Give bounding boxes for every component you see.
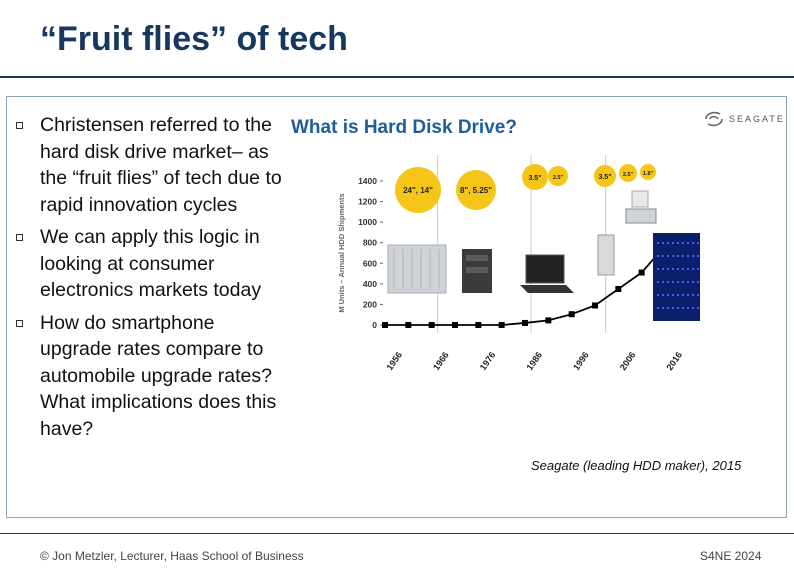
form-factor-bubble — [456, 170, 496, 210]
data-point — [592, 302, 598, 309]
data-point — [475, 322, 482, 328]
y-tick-label: 1200 — [358, 197, 377, 207]
slide-title: “Fruit flies” of tech — [40, 20, 348, 58]
y-tick-label: 1000 — [358, 217, 377, 227]
y-tick-label: 200 — [363, 299, 377, 309]
tower-drive-bay — [466, 267, 488, 273]
mainframe-drive-image — [387, 244, 447, 294]
bullet-marker-icon — [16, 319, 23, 327]
footer-copyright: © Jon Metzler, Lecturer, Haas School of … — [40, 549, 304, 563]
form-factor-label: 3.5" — [528, 175, 541, 182]
data-point — [545, 317, 552, 324]
bullet-marker-icon — [16, 234, 23, 241]
data-point — [498, 322, 505, 328]
bullet-text: We can apply this logic in looking at co… — [40, 226, 262, 301]
form-factor-bubble — [619, 164, 637, 182]
content-box — [6, 96, 787, 518]
x-tick-label: 1976 — [478, 350, 498, 372]
data-point — [522, 319, 528, 326]
hdd-shipments-chart: 0 200 400 600 800 1000 1200 1400 M Units – Annua… — [337, 155, 700, 372]
y-tick-label: 800 — [363, 238, 377, 248]
console-image — [597, 234, 615, 276]
source-note: Seagate (leading HDD maker), 2015 — [531, 458, 742, 473]
data-point — [382, 322, 388, 328]
data-point — [428, 322, 435, 328]
bullet-item: How do smartphone upgrade rates compare … — [16, 310, 286, 443]
form-factor-label: 2.5" — [623, 172, 634, 178]
x-tick-label: 1956 — [384, 350, 404, 372]
form-factor-label: 1.8" — [643, 171, 654, 177]
datacenter-image — [653, 233, 700, 321]
form-factor-bubble — [548, 166, 568, 186]
footer-rule — [0, 533, 794, 534]
mp3-player-image — [631, 190, 649, 208]
dvr-image — [625, 208, 657, 224]
seagate-logo-text: SEAGATE — [729, 114, 785, 124]
bullet-marker-icon — [16, 122, 23, 129]
y-tick-label: 600 — [363, 258, 377, 268]
form-factor-bubble — [522, 164, 548, 190]
chart-heading: What is Hard Disk Drive? — [291, 117, 517, 138]
x-tick-label: 2006 — [618, 350, 638, 372]
y-axis-label: M Units – Annual HDD Shipments — [337, 193, 346, 312]
form-factor-label: 3.5" — [598, 174, 611, 181]
seagate-logo: SEAGATE — [703, 110, 785, 128]
bullet-list: Christensen referred to the hard disk dr… — [16, 112, 286, 448]
bullet-item: Christensen referred to the hard disk dr… — [16, 112, 286, 218]
bullet-text: How do smartphone upgrade rates compare … — [40, 311, 277, 440]
seagate-swirl-icon — [705, 111, 723, 127]
x-tick-label: 1966 — [431, 350, 451, 372]
form-factor-label: 8", 5.25" — [460, 186, 492, 195]
x-tick-label: 1986 — [524, 350, 544, 372]
tower-drive-bay — [466, 255, 488, 261]
title-rule — [0, 76, 794, 78]
bullet-item: We can apply this logic in looking at co… — [16, 224, 286, 304]
form-factor-bubble — [640, 164, 656, 180]
y-tick-label: 400 — [363, 279, 377, 289]
form-factor-label: 24", 14" — [403, 186, 433, 195]
data-point — [638, 269, 645, 276]
form-factor-bubble — [594, 165, 616, 187]
bullet-text: Christensen referred to the hard disk dr… — [40, 114, 282, 216]
x-tick-label: 2016 — [664, 350, 684, 372]
laptop-screen-image — [525, 254, 565, 284]
form-factor-label: 2.5" — [553, 175, 564, 181]
x-tick-label: 1996 — [571, 350, 591, 372]
data-point — [615, 286, 622, 292]
data-point — [452, 322, 458, 328]
footer-course-code: S4NE 2024 — [700, 549, 762, 563]
data-point — [568, 311, 575, 318]
y-tick-label: 0 — [372, 320, 377, 330]
form-factor-bubble — [395, 167, 441, 213]
laptop-base-image — [520, 285, 574, 293]
data-point — [405, 322, 412, 328]
y-tick-label: 1400 — [358, 176, 377, 186]
